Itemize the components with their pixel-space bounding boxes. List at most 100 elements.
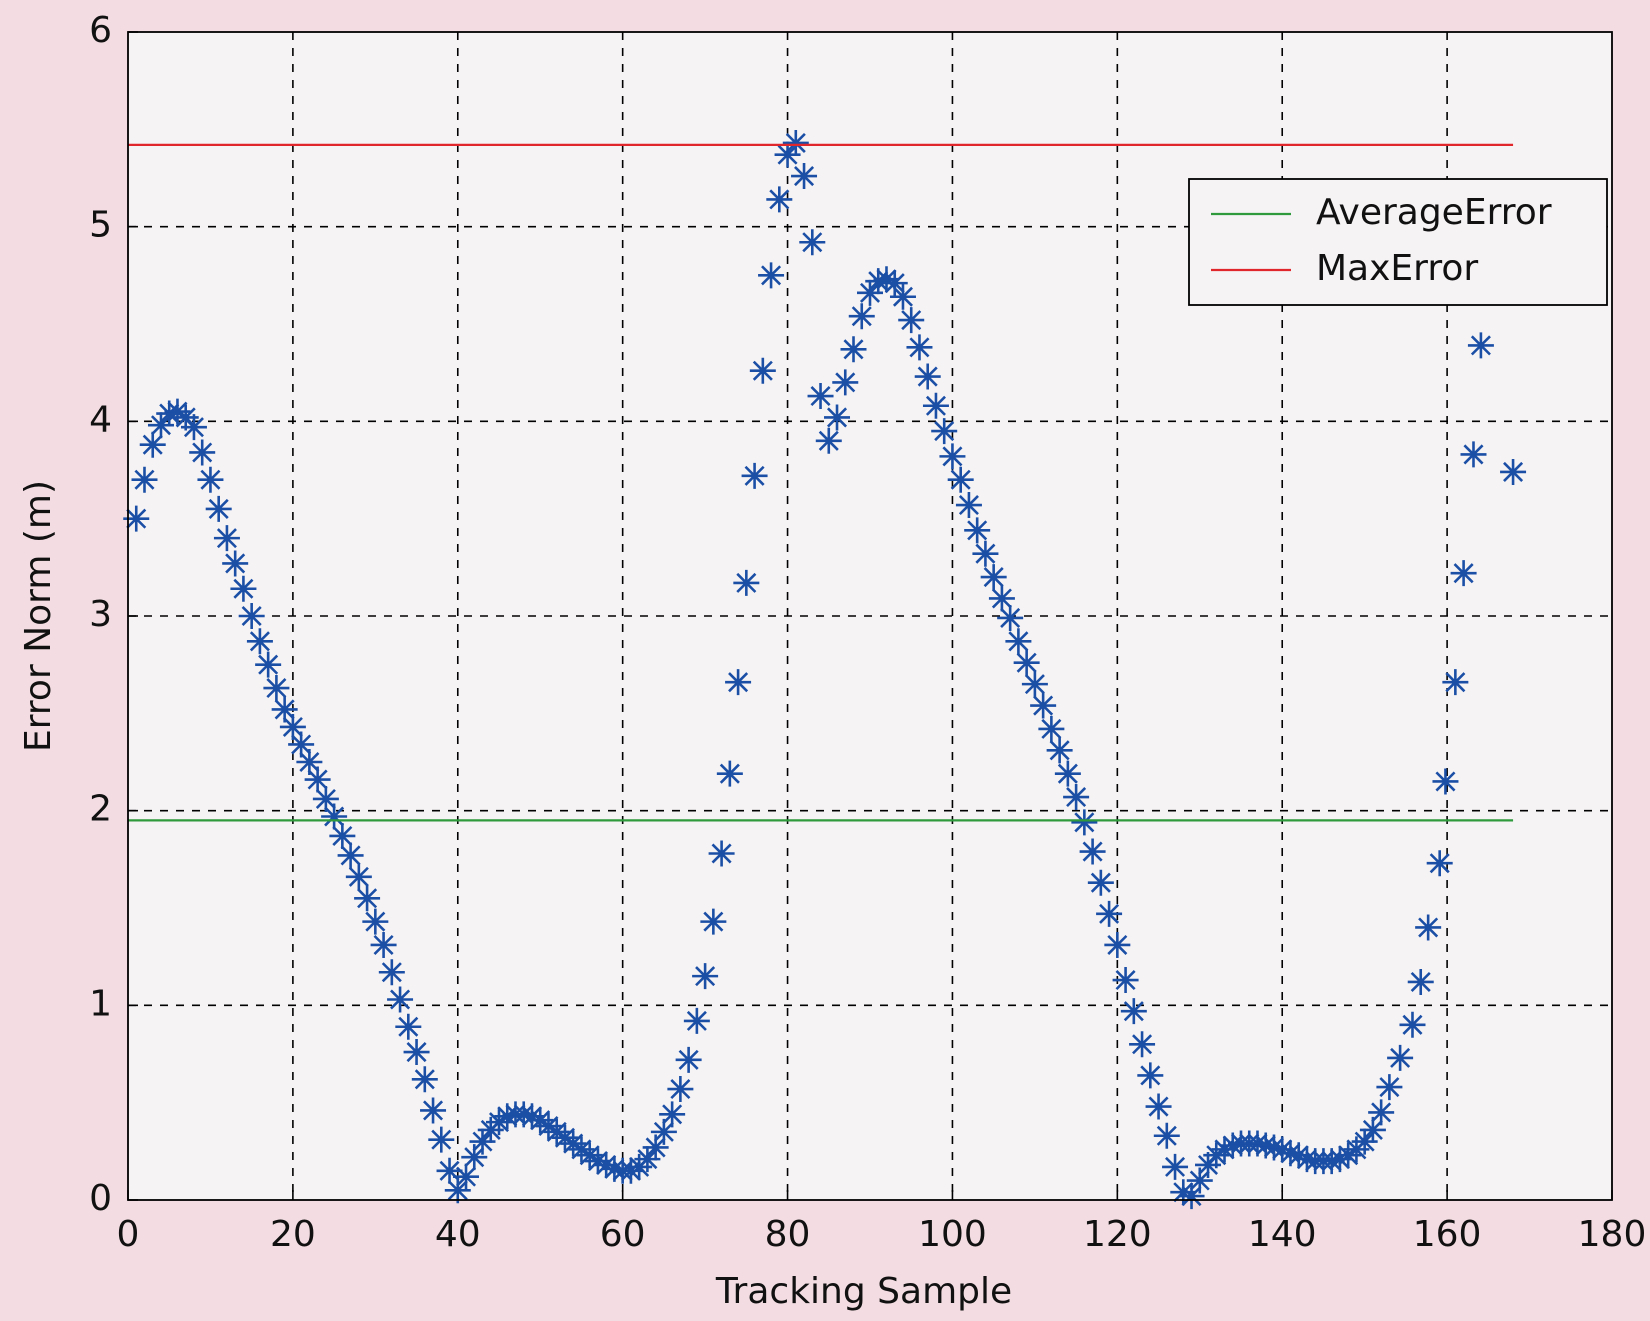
star-marker: [238, 603, 265, 629]
star-marker: [584, 1148, 611, 1175]
star-marker: [865, 268, 892, 295]
star-marker: [576, 1142, 603, 1169]
star-marker: [230, 575, 257, 602]
star-marker: [634, 1146, 661, 1173]
star-marker: [1046, 737, 1073, 764]
star-marker: [131, 466, 158, 493]
star-marker: [906, 334, 933, 361]
star-marker: [601, 1155, 628, 1182]
star-marker: [1326, 1146, 1353, 1173]
star-marker: [1442, 669, 1469, 696]
star-marker: [1269, 1136, 1296, 1163]
star-marker: [1145, 1093, 1172, 1120]
star-marker: [1219, 1132, 1246, 1159]
star-marker: [197, 466, 224, 493]
legend-label: AverageError: [1316, 192, 1552, 233]
star-marker: [288, 731, 315, 758]
star-marker: [997, 604, 1024, 631]
star-marker: [749, 357, 776, 384]
star-marker: [411, 1066, 438, 1093]
star-marker: [1450, 560, 1477, 587]
star-marker: [1120, 998, 1147, 1025]
y-tick-label: 1: [89, 983, 112, 1024]
star-marker: [444, 1177, 471, 1204]
star-marker: [832, 369, 859, 396]
star-marker: [461, 1144, 488, 1171]
y-axis-label: Error Norm (m): [18, 480, 59, 752]
star-marker: [296, 749, 323, 775]
star-marker: [1170, 1179, 1197, 1206]
star-marker: [840, 336, 867, 363]
star-marker: [1112, 967, 1139, 994]
star-marker: [1079, 838, 1106, 865]
star-marker: [1096, 900, 1123, 927]
x-tick-label: 180: [1578, 1214, 1647, 1255]
star-marker: [898, 307, 925, 334]
star-marker: [955, 492, 982, 519]
star-marker: [123, 505, 150, 532]
star-marker: [848, 303, 875, 330]
y-tick-label: 0: [89, 1178, 112, 1219]
star-marker: [535, 1113, 562, 1140]
y-tick-label: 2: [89, 789, 112, 830]
star-marker: [1244, 1130, 1271, 1157]
star-marker: [1063, 784, 1090, 811]
star-marker: [758, 262, 785, 289]
star-marker: [939, 443, 966, 470]
star-marker: [1005, 628, 1032, 655]
star-marker: [156, 400, 183, 427]
star-marker: [189, 439, 216, 466]
star-marker: [1252, 1132, 1279, 1159]
star-marker: [1285, 1142, 1312, 1169]
star-marker: [1186, 1167, 1213, 1194]
star-marker: [1203, 1142, 1230, 1169]
star-marker: [733, 569, 760, 596]
x-tick-label: 20: [270, 1214, 316, 1255]
axes-frame: [127, 31, 1613, 1201]
star-marker: [354, 885, 381, 912]
star-marker: [222, 550, 249, 577]
star-marker: [1129, 1031, 1156, 1058]
star-marker: [1387, 1044, 1414, 1071]
star-marker: [1021, 671, 1048, 698]
star-marker: [337, 842, 364, 869]
star-marker: [362, 908, 389, 935]
star-marker: [1335, 1142, 1362, 1169]
x-tick-label: 140: [1248, 1214, 1317, 1255]
y-tick-label: 3: [89, 594, 112, 635]
star-marker: [782, 129, 809, 156]
star-marker: [271, 696, 298, 723]
star-marker: [725, 669, 752, 696]
x-tick-label: 60: [600, 1214, 646, 1255]
star-marker: [650, 1118, 677, 1145]
star-marker: [988, 585, 1015, 612]
star-marker: [312, 785, 339, 812]
star-marker: [1293, 1146, 1320, 1173]
star-marker: [1277, 1140, 1304, 1167]
star-marker: [716, 760, 743, 787]
star-marker: [700, 908, 727, 935]
y-tick-label: 5: [89, 205, 112, 246]
star-marker: [1137, 1062, 1164, 1089]
star-marker: [708, 840, 735, 867]
x-tick-label: 120: [1083, 1214, 1152, 1255]
star-marker: [486, 1109, 512, 1136]
star-marker: [1260, 1134, 1287, 1161]
star-marker: [791, 163, 818, 190]
star-marker: [279, 713, 306, 740]
x-axis-label: Tracking Sample: [715, 1271, 1012, 1312]
star-marker: [931, 418, 958, 445]
star-marker: [1399, 1011, 1426, 1038]
star-marker: [387, 986, 414, 1013]
star-marker: [453, 1163, 480, 1190]
star-marker: [914, 363, 941, 390]
star-marker: [543, 1118, 570, 1145]
star-marker: [263, 675, 290, 702]
star-marker: [857, 279, 883, 306]
legend-box: [1188, 178, 1608, 306]
star-marker: [659, 1101, 686, 1128]
x-tick-label: 0: [117, 1214, 140, 1255]
star-marker: [420, 1097, 447, 1124]
star-marker: [518, 1103, 545, 1130]
